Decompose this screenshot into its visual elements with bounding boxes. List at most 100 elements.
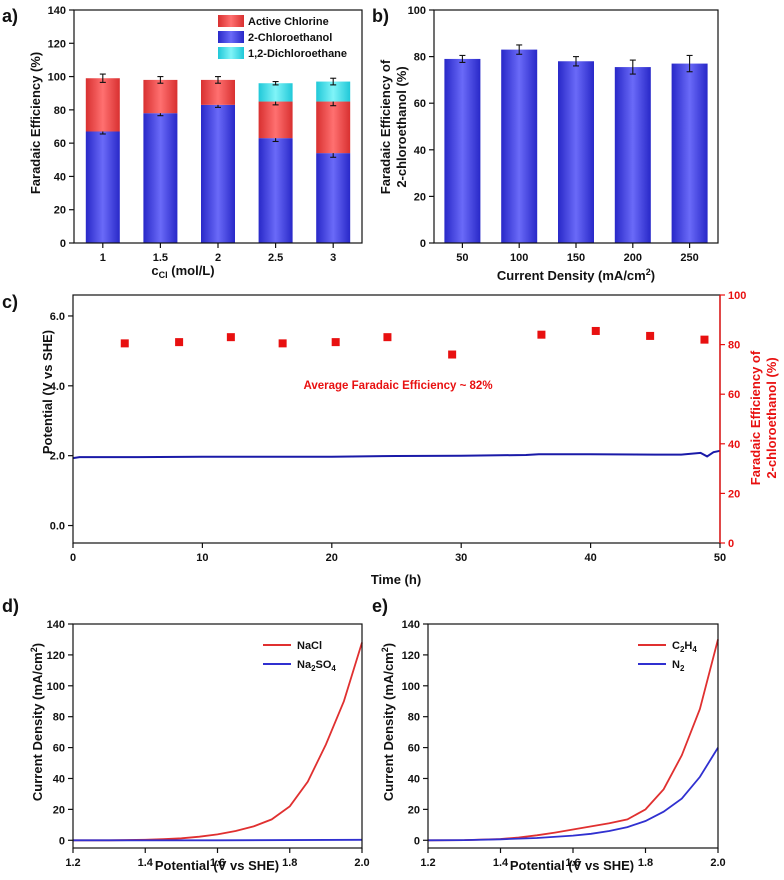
panel-d-xtick-label-2: 1.6 — [210, 857, 225, 869]
panel-b-bar-1 — [501, 49, 538, 243]
panel-d-ytick-label-2: 40 — [53, 773, 65, 785]
panel-e-legend-label-0-sub: 2 — [680, 645, 685, 654]
panel-e-xtick-label-0: 1.2 — [420, 857, 435, 869]
panel-a-ytick-label-1: 20 — [54, 205, 66, 217]
panel-e-xtick-label-1: 1.4 — [493, 857, 509, 869]
panel-c-right-ytick-label-5: 100 — [728, 290, 746, 302]
panel-c-xtick-label-2: 20 — [326, 552, 338, 564]
panel-d-xlabel: Potential (V vs SHE) — [155, 858, 279, 873]
panel-a-xtick-label-1: 1.5 — [153, 252, 168, 264]
panel-e-legend-label-1: N2 — [672, 659, 685, 673]
panel-e-label: e) — [372, 596, 388, 616]
panel-e-ytick-label-0: 0 — [414, 835, 420, 847]
panel-e-xlabel: Potential (V vs SHE) — [510, 858, 634, 873]
panel-c-fe-point-8 — [591, 326, 600, 335]
panel-b-bar-0 — [444, 58, 481, 244]
panel-a-legend-label-1: 2-Chloroethanol — [248, 32, 332, 44]
panel-a-ylabel: Faradaic Efficiency (%) — [28, 52, 43, 194]
panel-d-legend-label-1-sub: 2 — [311, 664, 316, 673]
panel-d-line-1 — [73, 838, 363, 842]
panel-a-bar-4-2 — [316, 81, 351, 102]
panel-d-ytick-label-3: 60 — [53, 743, 65, 755]
panel-d-axes: 0 20 40 60 80 100 120 140 1.2 1.4 1.6 1.8 2.0 — [47, 619, 370, 869]
panel-d-ytick-label-5: 100 — [47, 681, 65, 693]
panel-e-ytick-label-1: 20 — [408, 804, 420, 816]
panel-e-frame — [427, 623, 719, 849]
panel-b-label: b) — [372, 6, 389, 26]
panel-c-xtick-label-4: 40 — [584, 552, 596, 564]
panel-a-ytick-label-7: 140 — [48, 5, 66, 17]
panel-a-bar-3-1 — [258, 101, 293, 139]
panel-a-ytick-label-4: 80 — [54, 105, 66, 117]
panel-c-label: c) — [2, 292, 18, 312]
panel-c-fe-point-9 — [646, 331, 655, 340]
panel-d-xtick-label-4: 2.0 — [354, 857, 369, 869]
panel-e-legend-label-0-sub2: 4 — [692, 645, 697, 654]
panel-e-ytick-label-5: 100 — [402, 681, 420, 693]
panel-c-fe-point-3 — [278, 339, 287, 348]
panel-a-ytick-label-6: 120 — [48, 38, 66, 50]
panel-c-fe-point-7 — [537, 330, 546, 339]
panel-d-legend-label-1-tail: SO — [316, 659, 332, 671]
panel-a-bar-1-0 — [143, 113, 178, 243]
panel-d-ytick-label-1: 20 — [53, 804, 65, 816]
panel-c-axes: 0.0 2.0 4.0 6.0 0 20 40 60 80 100 0 10 20 30 40 50 — [50, 290, 747, 564]
panel-a-bar-4-0 — [316, 153, 351, 243]
panel-d-ytick-label-6: 120 — [47, 650, 65, 662]
panel-d-ylabel: Current Density (mA/cm2) — [29, 643, 45, 801]
panel-b-xtick-label-0: 50 — [456, 252, 468, 264]
panel-c-ytick-label-3: 6.0 — [50, 311, 65, 323]
panel-a-bars — [85, 73, 351, 243]
panel-e-xtick-label-2: 1.6 — [565, 857, 580, 869]
panel-a-xtick-label-0: 1 — [100, 252, 106, 264]
panel-c-right-ytick-label-2: 40 — [728, 439, 740, 451]
panel-b-bar-2 — [558, 61, 594, 244]
panel-c-fe-point-0 — [120, 339, 129, 348]
panel-e-legend-label-0-base: C — [672, 640, 680, 652]
panel-c-xlabel: Time (h) — [371, 572, 421, 587]
panel-d-legend-label-1-base: Na — [297, 659, 312, 671]
panel-a-axes: 0 20 40 60 80 100 120 140 1 1.5 2 2.5 3 — [48, 5, 363, 264]
panel-d-legend-label-0: NaCl — [297, 640, 322, 652]
panel-a-legend: Active Chlorine 2-Chloroethanol 1,2-Dichlo… — [218, 15, 347, 60]
panel-e-line-1 — [427, 747, 719, 842]
panel-b-xtick-label-3: 200 — [624, 252, 642, 264]
panel-a-ytick-label-3: 60 — [54, 138, 66, 150]
panel-a-legend-swatch-0 — [218, 15, 244, 27]
panel-c-plot — [72, 326, 721, 460]
panel-a-bar-4-1 — [316, 101, 351, 154]
panel-a-label: a) — [2, 6, 18, 26]
panel-c-right-ytick-label-4: 80 — [728, 340, 740, 352]
panel-e-ytick-label-6: 120 — [402, 650, 420, 662]
panel-c-right-ytick-label-0: 0 — [728, 538, 734, 550]
panel-e-ytick-label-4: 80 — [408, 712, 420, 724]
panel-c-right-ytick-label-1: 20 — [728, 488, 740, 500]
panel-e-axes: 0 20 40 60 80 100 120 140 1.2 1.4 1.6 1.8 2.0 — [402, 619, 726, 869]
panel-c-xtick-label-1: 10 — [196, 552, 208, 564]
panel-a-legend-swatch-1 — [218, 31, 244, 43]
panel-c-ytick-label-2: 4.0 — [50, 381, 65, 393]
panel-c-frame — [72, 294, 721, 544]
panel-b-ytick-label-0: 0 — [420, 238, 426, 250]
panel-c-fe-point-5 — [383, 333, 392, 342]
panel-b-bar-3 — [614, 67, 651, 244]
panel-e-ylabel: Current Density (mA/cm2) — [380, 643, 396, 801]
panel-a: a) 0 20 40 60 80 100 120 140 1 1.5 2 2.5 3 Faradaic … — [2, 5, 363, 280]
panel-c-fe-point-6 — [448, 350, 457, 359]
panel-c-xtick-label-3: 30 — [455, 552, 467, 564]
panel-c-fe-point-1 — [175, 338, 184, 347]
panel-b-xlabel: Current Density (mA/cm2) — [497, 267, 655, 283]
panel-c-fe-point-4 — [331, 338, 340, 347]
panel-b: b) 0 20 40 60 80 100 50 100 150 200 250 Faradaic E… — [372, 5, 719, 283]
panel-d-xtick-label-3: 1.8 — [282, 857, 297, 869]
panel-d-ytick-label-7: 140 — [47, 619, 65, 631]
panel-e-xtick-label-3: 1.8 — [638, 857, 653, 869]
panel-b-bar-4 — [671, 63, 708, 244]
panel-c-xtick-label-5: 50 — [714, 552, 726, 564]
panel-b-xtick-label-1: 100 — [510, 252, 528, 264]
panel-c-fe-point-10 — [700, 335, 709, 344]
panel-a-xtick-label-2: 2 — [215, 252, 221, 264]
panel-d-xtick-label-0: 1.2 — [65, 857, 80, 869]
panel-d-ytick-label-0: 0 — [59, 835, 65, 847]
panel-a-ytick-label-2: 40 — [54, 171, 66, 183]
